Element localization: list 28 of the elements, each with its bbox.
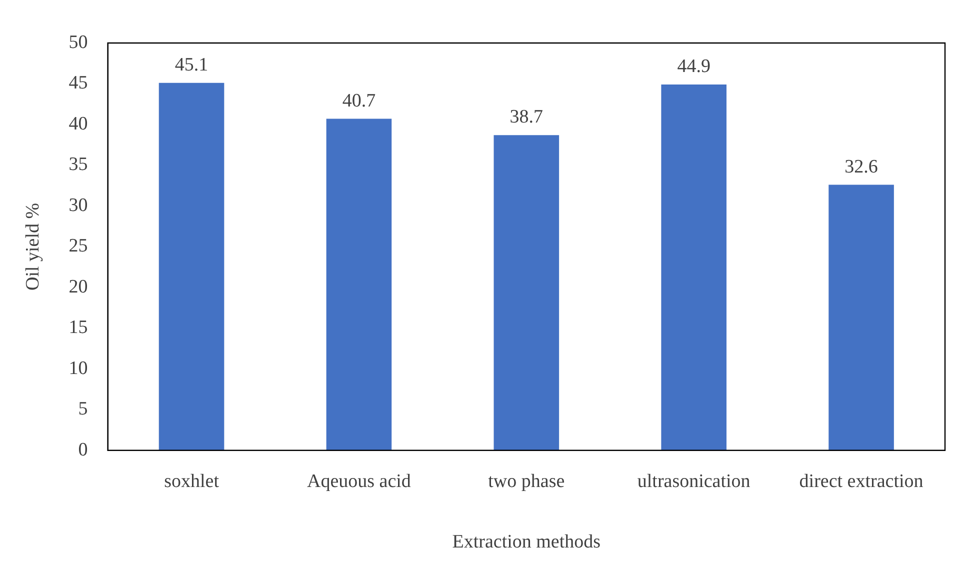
y-tick-label: 30 xyxy=(68,194,88,216)
bar xyxy=(828,184,894,450)
x-tick-label: direct extraction xyxy=(799,470,924,492)
y-tick-label: 0 xyxy=(78,439,88,460)
data-label: 40.7 xyxy=(342,90,376,112)
x-tick-label: Aqeuous acid xyxy=(306,470,412,492)
y-tick-label: 25 xyxy=(68,236,88,257)
y-tick-label: 15 xyxy=(68,317,88,338)
y-tick-label: 5 xyxy=(78,398,88,420)
bar xyxy=(661,84,726,450)
x-tick-label: ultrasonication xyxy=(637,470,751,492)
data-label: 45.1 xyxy=(174,54,208,76)
y-axis-title: Oil yield % xyxy=(22,202,44,291)
bar xyxy=(158,82,224,450)
x-axis-title: Extraction methods xyxy=(452,532,601,553)
x-tick-label: two phase xyxy=(488,470,565,492)
x-tick-label: soxhlet xyxy=(164,470,220,492)
data-label: 32.6 xyxy=(844,156,878,178)
data-label: 38.7 xyxy=(510,106,544,128)
y-tick-label: 35 xyxy=(68,154,88,176)
y-tick-label: 40 xyxy=(68,113,88,134)
bar xyxy=(326,118,392,450)
y-tick-label: 10 xyxy=(68,358,88,379)
y-tick-label: 20 xyxy=(68,276,88,298)
y-tick-label: 50 xyxy=(68,32,88,53)
y-tick-label: 45 xyxy=(68,72,88,94)
data-label: 44.9 xyxy=(677,56,710,78)
bar xyxy=(494,135,560,450)
